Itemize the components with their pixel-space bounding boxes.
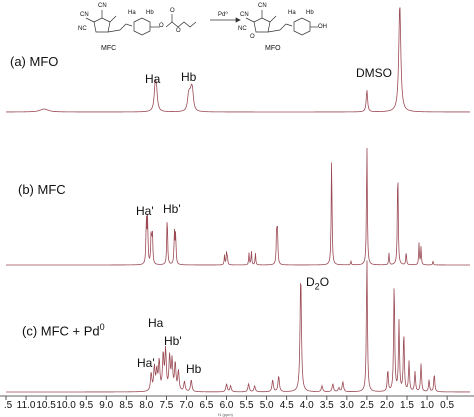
scheme-right-group-o: O: [250, 34, 255, 40]
panel-b-label: (b) MFC: [18, 182, 66, 197]
mfc-allyl-chain: [165, 21, 197, 28]
panel-c-label-sup: 0: [99, 322, 105, 332]
x-tick-label: 1.5: [400, 400, 414, 411]
x-tick-label: 2.0: [379, 400, 394, 411]
spectrum-a: [6, 7, 471, 113]
mfo-bond: [267, 29, 281, 33]
x-tick-label: 8.5: [119, 400, 134, 411]
x-tick-label: 6.5: [199, 400, 214, 411]
peak-label-ha: Ha: [145, 72, 161, 86]
scheme-right-group-cn: CN: [240, 12, 249, 18]
scheme-structures: [85, 10, 318, 36]
scheme-left-group-ha: Ha: [128, 10, 136, 16]
scheme-left-group-nc: NC: [78, 26, 87, 32]
mfc-bond: [107, 29, 121, 33]
scheme-left-label: MFC: [101, 45, 117, 52]
x-axis: [0, 395, 474, 400]
x-tick-label: 6.0: [219, 400, 234, 411]
x-tick-label: .5: [3, 400, 13, 411]
scheme-right-group-nc: NC: [238, 26, 247, 32]
x-tick-label: 4.5: [279, 400, 294, 411]
mfc-bond: [109, 15, 117, 23]
scheme-left-group-cn2: CN: [98, 3, 107, 9]
peak-label-c-ha: Ha: [148, 316, 164, 330]
x-tick-label: 5.0: [259, 400, 274, 411]
scheme-left-group-o1: O: [159, 23, 164, 29]
peak-label-c-hb: Hb: [186, 362, 202, 376]
x-tick-label: 2.5: [359, 400, 374, 411]
x-tick-label: 3.0: [339, 400, 354, 411]
scheme-arrow-label: Pd⁰: [218, 12, 228, 18]
x-tick-label: 9.5: [79, 400, 94, 411]
x-tick-label: 11.0: [16, 400, 36, 411]
peak-label-hb: Hb: [181, 70, 197, 84]
spectrum-b: [6, 147, 470, 266]
d2o-d: D: [306, 275, 315, 289]
panel-c-label-text: (c) MFC + Pd: [22, 323, 100, 339]
scheme-right-group-ha: Ha: [288, 10, 296, 16]
x-tick-label: 1.0: [420, 400, 434, 411]
x-tick-label: 0.5: [440, 400, 455, 411]
scheme-left-group-o3: O: [176, 28, 181, 34]
d2o-o: O: [319, 275, 330, 289]
scheme-left-group-o2: O: [170, 8, 175, 14]
mfo-furan-ring: [253, 17, 271, 33]
x-tick-label: 10.0: [56, 400, 76, 411]
reaction-arrowhead: [235, 17, 241, 23]
mfo-bond: [269, 15, 277, 23]
mfo-benzene-ring: [293, 17, 311, 36]
x-tick-label: 4.0: [299, 400, 314, 411]
scheme-right-group-cn2: CN: [258, 3, 267, 9]
peak-label-c-ha-prime: Ha': [137, 356, 155, 370]
scheme-right-label: MFO: [265, 45, 281, 52]
mfc-furan-ring: [93, 17, 111, 33]
peak-label-hb-prime: Hb': [163, 202, 181, 216]
panel-a-label: (a) MFO: [10, 54, 59, 69]
scheme-right-group-hb: Hb: [306, 10, 314, 16]
d2o-sub: 2: [314, 281, 320, 292]
mfo-vinyl-bond: [285, 23, 293, 27]
scheme-left-group-cn: CN: [80, 12, 89, 18]
scheme-left-group-hb: Hb: [146, 10, 154, 16]
x-tick-label: 10.5: [36, 400, 56, 411]
peak-label-d2o: D2O: [306, 275, 329, 291]
mfc-vinyl-bond: [119, 23, 127, 31]
x-tick-label: 7.0: [179, 400, 194, 411]
spectrum-c: [6, 260, 470, 393]
x-tick-label: 5.5: [239, 400, 254, 411]
peak-label-c-hb-prime: Hb': [164, 334, 182, 348]
spectrum-traces: [6, 7, 471, 393]
mfo-bond: [245, 17, 255, 23]
panel-c-label: (c) MFC + Pd0: [22, 322, 105, 338]
peak-label-ha-prime: Ha': [136, 204, 154, 218]
x-tick-label: 7.5: [159, 400, 174, 411]
x-tick-label: 8.0: [139, 400, 154, 411]
peak-label-dmso: DMSO: [356, 66, 392, 80]
x-tick-label: 3.5: [319, 400, 334, 411]
mfc-benzene-ring: [133, 17, 151, 36]
mfc-vinyl-bond: [125, 23, 133, 27]
mfc-bond: [85, 17, 95, 23]
mfo-vinyl-bond: [279, 23, 287, 31]
x-tick-label: 9.0: [99, 400, 114, 411]
scheme-right-group-oh: OH: [318, 24, 327, 30]
x-axis-unit-label: f1 (ppm): [218, 412, 233, 417]
